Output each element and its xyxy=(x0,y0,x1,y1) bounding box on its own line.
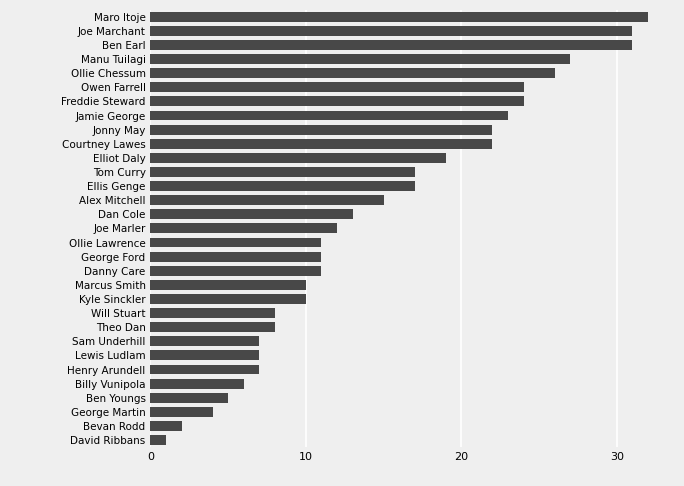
Bar xyxy=(150,224,337,233)
Bar xyxy=(150,40,633,50)
Bar xyxy=(150,12,648,22)
Bar xyxy=(150,209,352,219)
Bar xyxy=(150,195,384,205)
Bar xyxy=(150,407,213,417)
Bar xyxy=(150,308,275,318)
Bar xyxy=(150,181,415,191)
Bar xyxy=(150,350,259,360)
Bar xyxy=(150,238,321,247)
Bar xyxy=(150,393,228,403)
Bar xyxy=(150,252,321,261)
Bar xyxy=(150,435,166,445)
Bar xyxy=(150,111,508,121)
Bar xyxy=(150,97,523,106)
Bar xyxy=(150,153,446,163)
Bar xyxy=(150,167,415,177)
Bar xyxy=(150,266,321,276)
Bar xyxy=(150,68,555,78)
Bar xyxy=(150,364,259,374)
Bar xyxy=(150,125,492,135)
Bar xyxy=(150,26,633,36)
Bar xyxy=(150,83,523,92)
Bar xyxy=(150,322,275,332)
Bar xyxy=(150,54,570,64)
Bar xyxy=(150,336,259,346)
Bar xyxy=(150,280,306,290)
Bar xyxy=(150,294,306,304)
Bar xyxy=(150,421,181,431)
Bar xyxy=(150,139,492,149)
Bar xyxy=(150,379,244,389)
